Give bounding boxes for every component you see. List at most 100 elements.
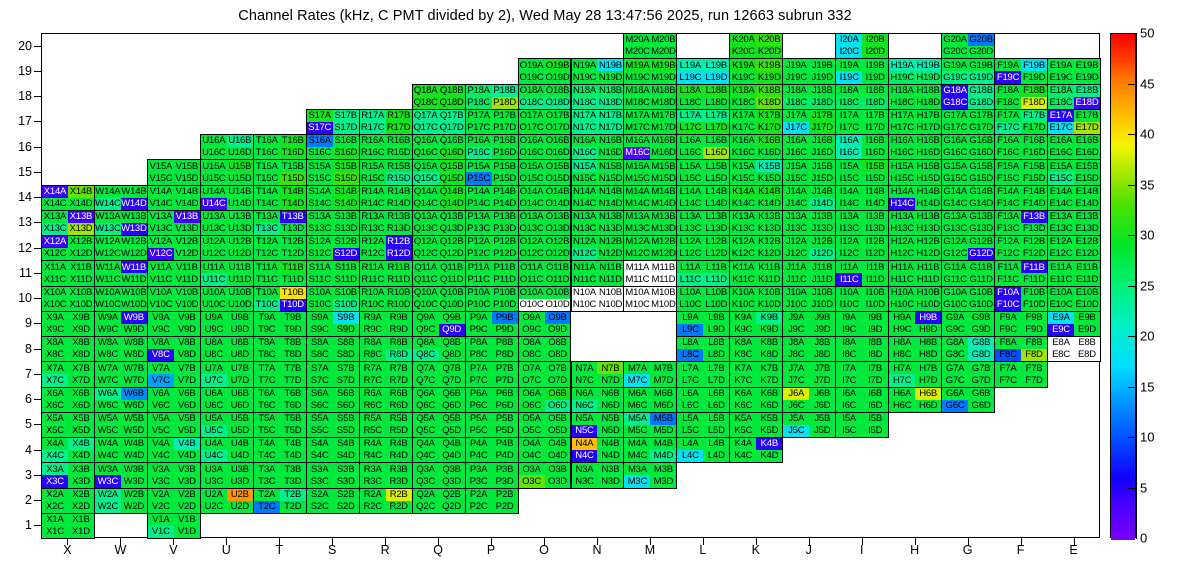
channel-subcell: M18A	[624, 84, 651, 97]
channel-subcell: O15B	[544, 160, 571, 173]
channel-subcell: F19D	[1021, 71, 1048, 84]
module-cell: J10A J10B J10C J10D	[782, 285, 837, 312]
channel-subcell: L15B	[703, 160, 730, 173]
channel-subcell: O9D	[544, 323, 571, 336]
module-cell: P3A P3B P3C P3D	[464, 462, 519, 489]
module-cell: P4A P4B P4C P4D	[464, 437, 519, 464]
colorbar-segment	[1111, 263, 1135, 267]
channel-subcell: I9B	[862, 311, 889, 324]
channel-subcell: F7D	[1021, 374, 1048, 387]
channel-subcell: O16D	[544, 147, 571, 160]
module-cell: E15A E15B E15C E15D	[1047, 159, 1101, 186]
channel-subcell: I17A	[836, 109, 863, 122]
channel-subcell: J13C	[783, 222, 810, 235]
colorbar-segment	[1111, 306, 1135, 310]
channel-subcell: S8A	[306, 337, 333, 350]
colorbar-segment	[1111, 56, 1135, 60]
colorbar-segment	[1111, 238, 1135, 242]
colorbar-segment	[1111, 405, 1135, 409]
channel-subcell: S3C	[306, 475, 333, 488]
module-cell: G13A G13B G13C G13D	[941, 209, 996, 236]
channel-subcell: K13A	[730, 210, 757, 223]
channel-subcell: L4D	[703, 450, 730, 463]
channel-subcell: H9B	[915, 311, 942, 324]
colorbar-segment	[1111, 140, 1135, 144]
colorbar-segment	[1111, 326, 1135, 331]
channel-subcell: G8A	[942, 337, 969, 350]
x-axis-label: P	[486, 543, 496, 557]
channel-subcell: P9C	[465, 323, 492, 336]
module-cell: Q14A Q14B Q14C Q14D	[411, 184, 466, 211]
colorbar-segment	[1111, 236, 1135, 240]
colorbar-label: 30	[1140, 227, 1155, 243]
channel-subcell: N18D	[597, 96, 624, 109]
channel-subcell: Q11B	[438, 261, 465, 274]
x-axis-tick	[544, 538, 546, 545]
y-axis-tick	[34, 525, 41, 527]
channel-subcell: R14C	[359, 197, 386, 210]
y-axis-tick	[34, 500, 41, 502]
channel-subcell: V13A	[147, 210, 174, 223]
channel-subcell: J8B	[809, 337, 836, 350]
channel-subcell: Q17C	[412, 121, 439, 134]
channel-subcell: P9D	[491, 323, 518, 336]
channel-subcell: E9A	[1048, 311, 1075, 324]
channel-subcell: L19A	[677, 59, 704, 72]
channel-subcell: J14C	[783, 197, 810, 210]
channel-subcell: X4B	[67, 438, 94, 451]
channel-subcell: O6A	[518, 387, 545, 400]
channel-subcell: L11B	[703, 261, 730, 274]
channel-subcell: U10B	[226, 286, 253, 299]
channel-subcell: J12D	[809, 248, 836, 261]
channel-subcell: P14D	[491, 197, 518, 210]
channel-subcell: J17A	[783, 109, 810, 122]
channel-subcell: W3D	[120, 475, 147, 488]
channel-subcell: I11B	[862, 261, 889, 274]
colorbar-label: 35	[1140, 177, 1155, 192]
colorbar-segment	[1111, 182, 1135, 187]
channel-subcell: O8D	[544, 349, 571, 362]
channel-subcell: T10D	[279, 298, 306, 311]
channel-subcell: H16B	[915, 135, 942, 148]
colorbar-segment	[1111, 387, 1135, 391]
channel-subcell: R11A	[359, 261, 386, 274]
channel-subcell: V4C	[147, 450, 174, 463]
channel-subcell: H8C	[889, 349, 916, 362]
channel-subcell: F9B	[1021, 311, 1048, 324]
channel-subcell: G18D	[968, 96, 995, 109]
channel-subcell: S14A	[306, 185, 333, 198]
channel-subcell: Q2A	[412, 488, 439, 501]
module-cell: V2A V2B V2C V2D	[146, 487, 201, 514]
colorbar-segment	[1111, 491, 1135, 495]
module-cell: O4A O4B O4C O4D	[517, 437, 572, 464]
channel-subcell: P16A	[465, 135, 492, 148]
module-cell: L18A L18B L18C L18D	[676, 83, 731, 110]
channel-subcell: E8A	[1048, 337, 1075, 350]
channel-subcell: K15B	[756, 160, 783, 173]
channel-subcell: S12A	[306, 236, 333, 249]
channel-subcell: J17B	[809, 109, 836, 122]
channel-subcell: P15C	[465, 172, 492, 185]
channel-subcell: J11B	[809, 261, 836, 274]
channel-subcell: M18B	[650, 84, 677, 97]
module-cell: K6A K6B K6C K6D	[729, 386, 784, 413]
channel-subcell: F17D	[1021, 121, 1048, 134]
x-axis-tick	[755, 538, 757, 545]
module-cell: P11A P11B P11C P11D	[464, 260, 519, 287]
channel-subcell: N16D	[597, 147, 624, 160]
channel-subcell: O7A	[518, 362, 545, 375]
channel-subcell: H14A	[889, 185, 916, 198]
channel-subcell: I8A	[836, 337, 863, 350]
channel-subcell: Q3A	[412, 463, 439, 476]
module-cell: H18A H18B H18C H18D	[888, 83, 943, 110]
channel-subcell: J13A	[783, 210, 810, 223]
channel-subcell: P3D	[491, 475, 518, 488]
colorbar-segment	[1111, 531, 1135, 535]
module-cell: I11A I11B I11C I11D	[835, 260, 890, 287]
channel-subcell: N7B	[597, 362, 624, 375]
channel-subcell: E19A	[1048, 59, 1075, 72]
colorbar-segment	[1111, 480, 1135, 485]
module-cell: S14A S14B S14C S14D	[305, 184, 360, 211]
y-axis-tick	[34, 399, 41, 401]
channel-subcell: I12A	[836, 236, 863, 249]
